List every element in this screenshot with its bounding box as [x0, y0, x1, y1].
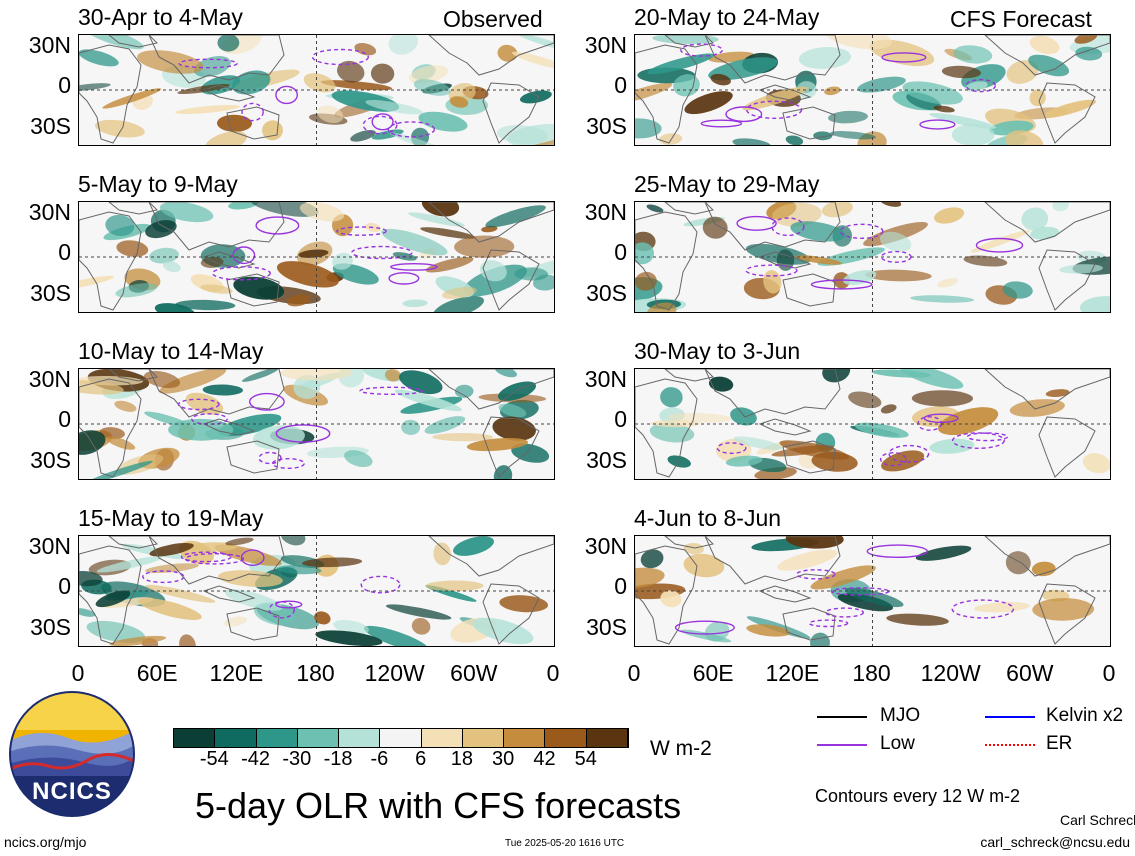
colorbar-tick-label: 54: [574, 748, 597, 770]
lon-label: 120W: [920, 660, 981, 686]
colorbar-tick-label: 6: [415, 748, 427, 770]
lat-label: 0: [614, 72, 627, 98]
lon-label: 0: [1102, 660, 1116, 686]
lat-label: 30N: [28, 366, 71, 392]
colorbar-swatch: [215, 729, 257, 747]
lat-label: 30S: [586, 614, 627, 640]
colorbar-swatch: [339, 729, 381, 747]
lat-label: 30S: [586, 113, 627, 139]
colorbar-tick-label: -42: [241, 748, 270, 770]
panel-period-title: 4-Jun to 8-Jun: [634, 505, 782, 531]
colorbar-tick-label: -54: [199, 748, 229, 770]
colorbar-swatch: [504, 729, 546, 747]
colorbar: [173, 728, 629, 748]
lat-label: 30S: [30, 113, 71, 139]
lon-label: 0: [546, 660, 560, 686]
panel-period-title: 20-May to 24-May: [634, 4, 820, 30]
colorbar-swatch: [297, 729, 340, 747]
ncics-logo-icon: [9, 691, 135, 817]
olr-map: [78, 34, 555, 146]
observed-label: Observed: [443, 6, 543, 32]
colorbar-swatch: [380, 729, 422, 747]
panel-period-title: 25-May to 29-May: [634, 171, 820, 197]
lat-label: 30S: [586, 280, 627, 306]
olr-map: [634, 201, 1111, 313]
panel-period-title: 10-May to 14-May: [78, 338, 264, 364]
lon-label: 0: [71, 660, 85, 686]
lon-label: 180: [852, 660, 891, 686]
lat-label: 30S: [586, 447, 627, 473]
lat-label: 0: [58, 239, 71, 265]
lon-label: 180: [296, 660, 335, 686]
legend-kelvin-label: Kelvin x2: [1046, 705, 1124, 726]
legend-mjo-label: MJO: [880, 705, 921, 726]
lat-label: 30N: [28, 32, 71, 58]
colorbar-tick-label: -18: [323, 748, 353, 770]
panel-period-title: 30-May to 3-Jun: [634, 338, 801, 364]
colorbar-tick-label: 42: [533, 748, 556, 770]
logo-text: NCICS: [32, 778, 112, 805]
lon-label: 60E: [136, 660, 178, 686]
colorbar-swatch: [174, 729, 216, 747]
lon-label: 60E: [692, 660, 734, 686]
lat-label: 30N: [28, 199, 71, 225]
lat-label: 30S: [30, 280, 71, 306]
lat-label: 0: [614, 239, 627, 265]
olr-map: [78, 535, 555, 647]
lat-label: 30N: [584, 32, 627, 58]
forecast-label: CFS Forecast: [950, 6, 1092, 32]
colorbar-tick-label: -30: [282, 748, 312, 770]
contour-interval: Contours every 12 W m-2: [815, 786, 1021, 806]
colorbar-swatch: [421, 729, 463, 747]
ncics-logo: NCICS: [8, 690, 136, 818]
footer-url[interactable]: ncics.org/mjo: [4, 834, 87, 850]
footer-timestamp: Tue 2025-05-20 1616 UTC: [505, 838, 625, 849]
olr-map: [634, 535, 1111, 647]
panel-period-title: 30-Apr to 4-May: [78, 4, 243, 30]
lon-label: 60W: [1006, 660, 1054, 686]
legend-kelvin-line: [985, 716, 1035, 718]
lat-label: 30S: [30, 614, 71, 640]
lon-label: 60W: [450, 660, 498, 686]
legend-low-label: Low: [880, 733, 915, 754]
panel-period-title: 5-May to 9-May: [78, 171, 238, 197]
lat-label: 0: [614, 573, 627, 599]
lat-label: 30N: [584, 533, 627, 559]
lat-label: 30N: [28, 533, 71, 559]
colorbar-tick-label: 18: [450, 748, 474, 770]
footer-email[interactable]: carl_schreck@ncsu.edu: [980, 834, 1130, 850]
lon-label: 120E: [209, 660, 264, 686]
colorbar-swatch: [462, 729, 505, 747]
olr-map: [634, 368, 1111, 480]
lon-label: 0: [627, 660, 641, 686]
colorbar-swatch: [545, 729, 587, 747]
lat-label: 0: [614, 406, 627, 432]
lat-label: 30N: [584, 366, 627, 392]
page-title: 5-day OLR with CFS forecasts: [195, 785, 682, 826]
colorbar-tick-label: -6: [370, 748, 389, 770]
footer-author: Carl Schreck: [1060, 812, 1135, 828]
lon-label: 120E: [765, 660, 820, 686]
lat-label: 0: [58, 573, 71, 599]
lat-label: 0: [58, 406, 71, 432]
olr-map: [78, 201, 555, 313]
lat-label: 30S: [30, 447, 71, 473]
legend-low-line: [817, 744, 867, 746]
legend-er-line: [985, 744, 1035, 746]
legend-mjo-line: [817, 716, 867, 718]
legend-er-label: ER: [1046, 733, 1073, 754]
lon-label: 120W: [364, 660, 425, 686]
colorbar-tick-label: 30: [492, 748, 515, 770]
colorbar-swatch: [256, 729, 298, 747]
lat-label: 0: [58, 72, 71, 98]
lat-label: 30N: [584, 199, 627, 225]
panel-period-title: 15-May to 19-May: [78, 505, 264, 531]
colorbar-swatch: [586, 729, 628, 747]
olr-map: [634, 34, 1111, 146]
olr-map: [78, 368, 555, 480]
colorbar-units: W m-2: [650, 737, 712, 760]
